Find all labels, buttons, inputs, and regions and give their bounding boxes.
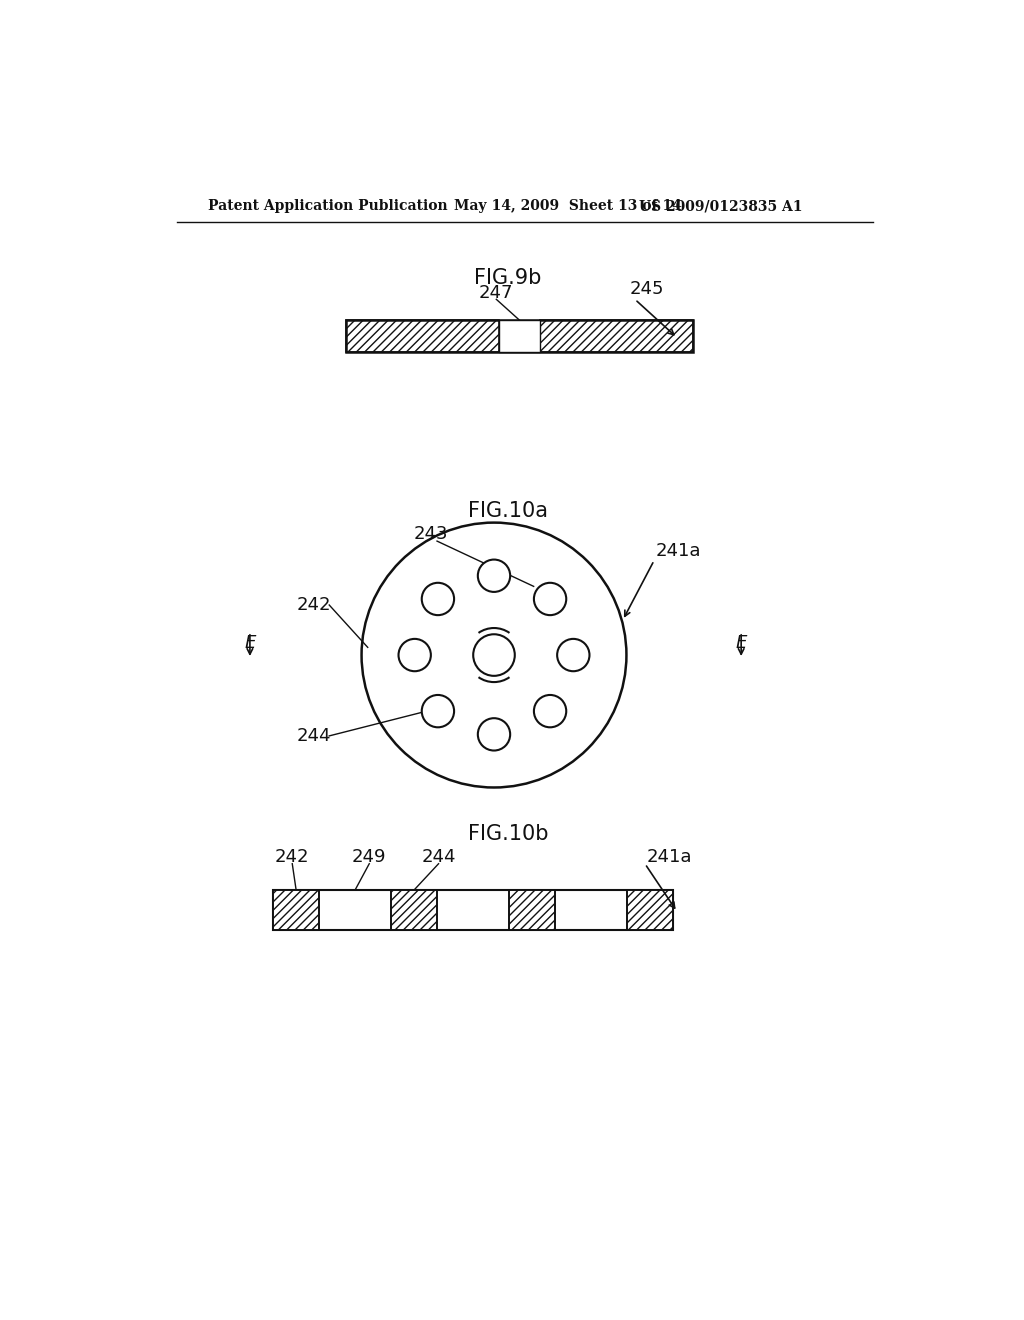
Text: US 2009/0123835 A1: US 2009/0123835 A1 [639,199,802,213]
Text: May 14, 2009  Sheet 13 of 14: May 14, 2009 Sheet 13 of 14 [454,199,682,213]
Text: FIG.10a: FIG.10a [468,502,548,521]
Circle shape [557,639,590,672]
Bar [391,890,437,929]
Circle shape [398,639,431,672]
Bar [273,890,319,929]
Text: 241a: 241a [655,543,701,560]
Circle shape [478,718,510,751]
Text: 243: 243 [414,525,449,543]
Circle shape [478,560,510,591]
Text: FIG.9b: FIG.9b [474,268,542,288]
Text: 247: 247 [479,284,514,302]
Text: 244: 244 [421,847,456,866]
Text: E: E [244,635,256,652]
Bar [509,890,555,929]
Text: Patent Application Publication: Patent Application Publication [208,199,447,213]
Bar [273,890,319,929]
Text: 245: 245 [629,280,664,298]
Text: 244: 244 [297,727,331,744]
Text: FIG.10b: FIG.10b [468,825,548,845]
Bar [628,890,674,929]
Bar [509,890,555,929]
Bar [541,321,692,352]
Circle shape [361,523,627,788]
Bar [346,321,499,352]
Circle shape [473,635,515,676]
Bar [391,890,437,929]
Bar [628,890,674,929]
Text: E: E [735,635,746,652]
Circle shape [534,694,566,727]
Text: 249: 249 [352,847,386,866]
Bar [628,890,674,929]
Circle shape [422,694,454,727]
Bar [391,890,437,929]
Text: 242: 242 [297,597,331,614]
Bar [499,321,541,352]
Bar [273,890,319,929]
Circle shape [422,583,454,615]
Bar [273,890,674,929]
Bar [346,321,692,352]
Text: 242: 242 [275,847,309,866]
Bar [509,890,555,929]
Text: 241a: 241a [646,847,692,866]
Bar [541,321,692,352]
Bar [346,321,499,352]
Circle shape [534,583,566,615]
